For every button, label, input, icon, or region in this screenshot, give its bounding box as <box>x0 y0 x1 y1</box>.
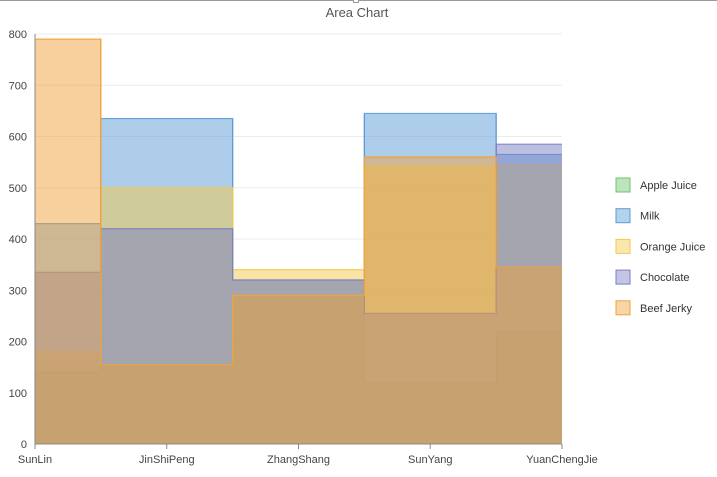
y-tick-label: 500 <box>9 183 27 195</box>
data-point-beef-jerky[interactable] <box>99 363 103 367</box>
y-tick-label: 200 <box>9 337 27 349</box>
data-point-milk[interactable] <box>362 111 366 115</box>
x-tick-label: YuanChengJie <box>526 454 598 466</box>
legend-swatch <box>615 238 631 254</box>
legend-label: Milk <box>640 211 660 223</box>
y-tick-label: 800 <box>9 29 27 41</box>
series-beef-jerky <box>35 38 562 444</box>
legend-label: Chocolate <box>640 272 690 284</box>
data-point-chocolate[interactable] <box>231 278 235 282</box>
data-point-beef-jerky[interactable] <box>362 155 366 159</box>
legend-swatch <box>615 269 631 285</box>
legend-item-apple-juice[interactable]: Apple Juice <box>615 177 697 193</box>
y-tick-label: 600 <box>9 132 27 144</box>
axes: 0 100 200 300 400 500 600 700 800 SunLin JinShiPen… <box>9 29 598 466</box>
legend-swatch <box>615 177 631 193</box>
legend-item-beef-jerky[interactable]: Beef Jerky <box>615 300 692 316</box>
legend-label: Apple Juice <box>640 180 697 192</box>
legend-label: Beef Jerky <box>640 303 692 315</box>
legend-swatch <box>615 208 631 224</box>
legend-swatch <box>615 300 631 316</box>
legend-label: Orange Juice <box>640 241 705 253</box>
legend-item-milk[interactable]: Milk <box>615 208 660 224</box>
y-tick-label: 700 <box>9 80 27 92</box>
y-tick-label: 100 <box>9 388 27 400</box>
data-point-beef-jerky[interactable] <box>494 265 498 269</box>
x-tick-label: SunYang <box>408 454 452 466</box>
area-beef-jerky <box>35 39 562 444</box>
chart-title: Area Chart <box>326 5 389 20</box>
x-tick-label: JinShiPeng <box>139 454 195 466</box>
data-point-beef-jerky[interactable] <box>231 293 235 297</box>
x-tick-label: ZhangShang <box>267 454 330 466</box>
y-tick-label: 400 <box>9 234 27 246</box>
x-tick-label: SunLin <box>18 454 52 466</box>
legend-item-orange-juice[interactable]: Orange Juice <box>615 238 705 254</box>
legend-item-chocolate[interactable]: Chocolate <box>615 269 690 285</box>
y-tick-label: 0 <box>21 439 27 451</box>
data-point-chocolate[interactable] <box>494 142 498 146</box>
y-tick-label: 300 <box>9 285 27 297</box>
legend: Apple Juice Milk Orange Juice Chocolate Beef… <box>615 177 705 316</box>
plot-area <box>35 38 562 444</box>
resize-handle[interactable] <box>353 0 359 3</box>
